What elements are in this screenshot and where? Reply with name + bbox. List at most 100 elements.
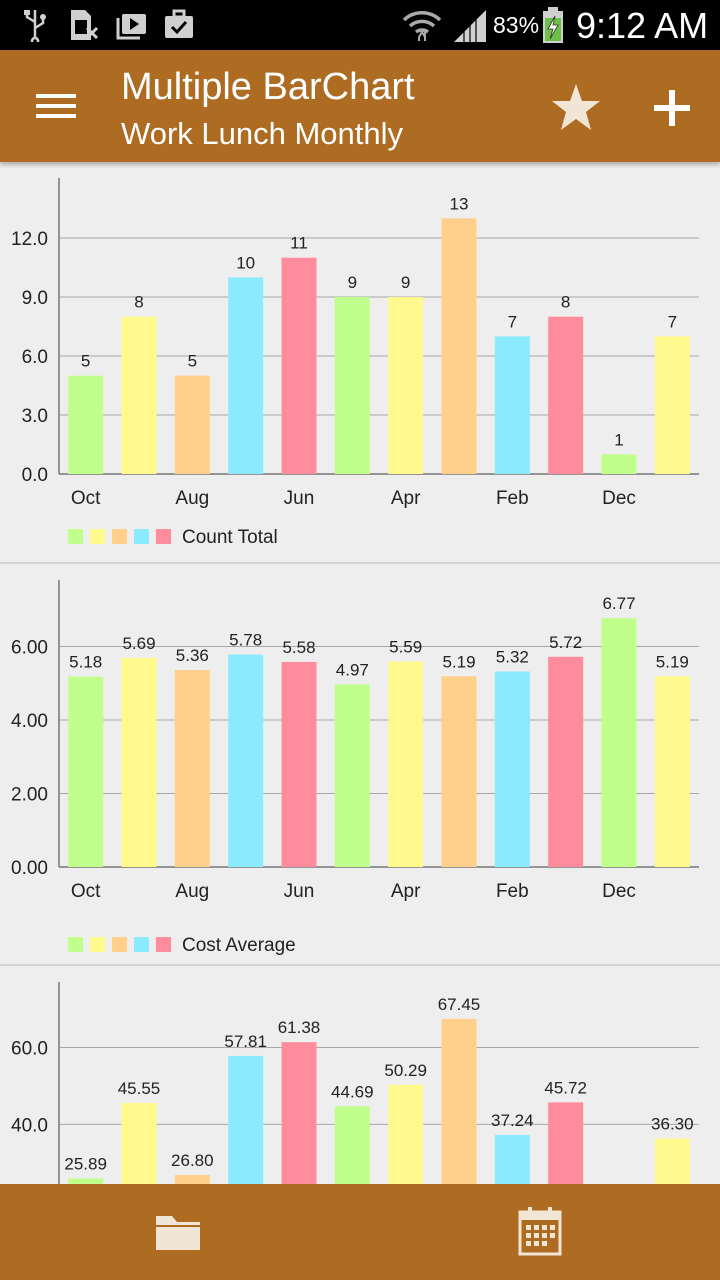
y-tick-label: 12.0: [11, 229, 48, 250]
divider: [0, 562, 720, 564]
legend-swatch: [90, 937, 105, 952]
page-subtitle: Work Lunch Monthly: [121, 116, 403, 151]
x-tick-label: Dec: [602, 881, 636, 902]
bar-mar: [441, 1018, 477, 1184]
bar-value-label: 4.97: [336, 660, 369, 679]
bottom-bar: [0, 1184, 720, 1280]
bar-nov: [654, 1138, 690, 1184]
y-tick-label: 40.0: [11, 1115, 48, 1136]
x-tick-label: Dec: [602, 488, 636, 509]
bar-apr: [388, 1084, 424, 1184]
bar-value-label: 44.69: [331, 1082, 374, 1101]
bar-value-label: 7: [508, 312, 517, 331]
x-tick-label: Oct: [71, 488, 101, 509]
bar-value-label: 5.36: [176, 646, 209, 665]
bar-value-label: 5.58: [282, 638, 315, 657]
cost-total-chart-panel: 40.0 60.0 25.89 45.55 26.80 57.81 61.38 44.69 50…: [0, 966, 720, 1184]
bar-value-label: 5.32: [496, 647, 529, 666]
legend-swatch: [156, 937, 171, 952]
sim-card-missing-icon: [71, 10, 99, 40]
bar-feb: [494, 671, 530, 867]
bar-value-label: 1: [614, 430, 623, 449]
bar-sep: [121, 316, 157, 474]
bar-value-label: 45.55: [118, 1079, 161, 1098]
bar-oct: [68, 1178, 104, 1184]
bar-value-label: 13: [450, 194, 469, 213]
cost-average-chart: 0.00 2.00 4.00 6.00 5.18 5.69 5.36 5.78 5.58 4.97…: [11, 580, 699, 956]
bar-value-label: 5.69: [122, 634, 155, 653]
menu-icon: [36, 94, 76, 118]
bar-jan: [548, 1102, 584, 1184]
menu-button[interactable]: [28, 86, 84, 126]
add-icon: [654, 90, 690, 126]
x-tick-label: Aug: [175, 488, 209, 509]
bar-nov: [654, 336, 690, 474]
bar-value-label: 5.19: [656, 652, 689, 671]
x-tick-label: Jun: [284, 881, 315, 902]
favorite-button[interactable]: [548, 80, 604, 136]
usb-icon: [24, 10, 46, 42]
bar-value-label: 5.18: [69, 653, 102, 672]
bar-may: [334, 297, 370, 474]
legend-swatch: [156, 529, 171, 544]
x-tick-label: Jun: [284, 488, 315, 509]
bar-value-label: 8: [134, 293, 143, 312]
legend-swatch: [112, 937, 127, 952]
app-bar: Multiple BarChart Work Lunch Monthly: [0, 50, 720, 162]
bar-value-label: 5.78: [229, 631, 262, 650]
wifi-icon: [402, 11, 442, 41]
bar-jun: [281, 257, 317, 474]
bar-value-label: 7: [668, 312, 677, 331]
legend-swatch: [90, 529, 105, 544]
bar-value-label: 26.80: [171, 1151, 214, 1170]
bar-nov: [654, 676, 690, 867]
y-tick-label: 3.0: [22, 406, 48, 427]
bar-jan: [548, 656, 584, 867]
bar-value-label: 11: [290, 234, 308, 253]
calendar-button[interactable]: [514, 1204, 566, 1260]
bar-may: [334, 684, 370, 867]
bar-value-label: 5: [188, 352, 197, 371]
star-icon: [552, 84, 600, 130]
legend-swatch: [68, 937, 83, 952]
bar-value-label: 5: [81, 352, 90, 371]
bar-sep: [121, 657, 157, 867]
bar-oct: [68, 676, 104, 867]
add-button[interactable]: [648, 84, 696, 132]
y-tick-label: 6.00: [11, 637, 48, 658]
bar-sep: [121, 1102, 157, 1184]
bar-value-label: 5.72: [549, 633, 582, 652]
legend-swatch: [134, 529, 149, 544]
media-play-icon: [116, 14, 146, 40]
bar-may: [334, 1106, 370, 1184]
bar-value-label: 9: [348, 273, 357, 292]
legend-label: Cost Average: [182, 935, 296, 956]
y-tick-label: 0.0: [22, 465, 48, 486]
cell-signal-icon: [454, 10, 486, 42]
bar-dec: [601, 618, 637, 867]
bar-value-label: 25.89: [64, 1155, 107, 1174]
bar-value-label: 36.30: [651, 1115, 694, 1134]
y-tick-label: 4.00: [11, 711, 48, 732]
divider: [0, 964, 720, 966]
bar-value-label: 8: [561, 293, 570, 312]
y-tick-label: 60.0: [11, 1038, 48, 1059]
bar-jan: [548, 316, 584, 474]
cost-total-chart: 40.0 60.0 25.89 45.55 26.80 57.81 61.38 44.69 50…: [11, 982, 699, 1184]
count-total-chart: 0.0 3.0 6.0 9.0 12.0 5 8 5 10 11 9 9 13 7 8 1 7 Oct Aug Jun…: [11, 178, 699, 548]
bar-value-label: 37.24: [491, 1111, 534, 1130]
folder-button[interactable]: [150, 1206, 206, 1258]
x-tick-label: Oct: [71, 881, 101, 902]
bar-apr: [388, 297, 424, 474]
bar-value-label: 45.72: [544, 1078, 587, 1097]
calendar-icon: [518, 1207, 562, 1256]
x-tick-label: Aug: [175, 881, 209, 902]
bar-apr: [388, 661, 424, 867]
legend-swatch: [68, 529, 83, 544]
bar-jun: [281, 661, 317, 867]
bar-value-label: 9: [401, 273, 410, 292]
bar-value-label: 61.38: [278, 1018, 321, 1037]
legend-swatch: [112, 529, 127, 544]
bar-aug: [174, 670, 210, 867]
bar-value-label: 5.59: [389, 638, 422, 657]
